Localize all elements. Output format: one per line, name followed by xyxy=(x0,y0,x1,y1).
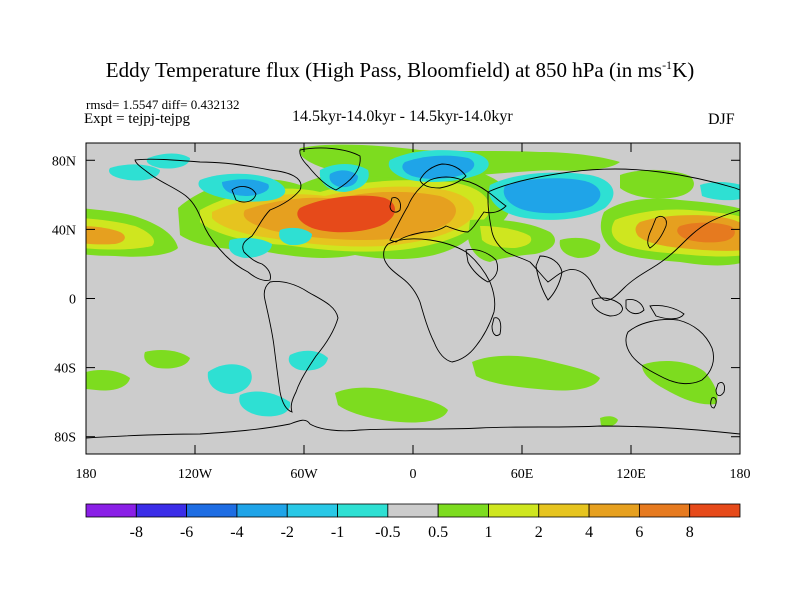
colorbar-box xyxy=(337,503,389,518)
period-label: 14.5kyr-14.0kyr - 14.5kyr-14.0kyr xyxy=(292,108,513,125)
anomaly-blue-greenland xyxy=(329,170,358,188)
coast-india xyxy=(535,255,563,301)
coast-greenland xyxy=(299,147,361,191)
coast-madagascar xyxy=(491,317,502,337)
colorbar-label: -1 xyxy=(331,524,344,541)
colorbar: -8 -6 -4 -2 -1 -0.5 0.5 1 2 4 6 8 xyxy=(85,503,741,541)
anomaly-cyan-eastpacific xyxy=(109,164,160,181)
colorbar-label: 0.5 xyxy=(428,524,448,541)
anomaly-green-s-indian xyxy=(472,355,600,391)
anomaly-cyan-s-pacific xyxy=(207,364,252,394)
anomaly-cyan-beaufort xyxy=(146,153,190,169)
colorbar-label: 2 xyxy=(535,524,543,541)
anomaly-cyan-s-atlantic xyxy=(288,350,328,371)
coast-north-america xyxy=(134,158,302,281)
lon-tick-label: 120W xyxy=(178,467,213,482)
colorbar-box xyxy=(236,503,288,518)
coast-europe xyxy=(389,176,507,243)
coast-new-zealand xyxy=(710,381,725,409)
coast-asia xyxy=(487,168,740,301)
plot-title: Eddy Temperature flux (High Pass, Bloomf… xyxy=(0,58,800,83)
coast-hudson-bay xyxy=(231,186,257,203)
colorbar-box xyxy=(638,503,691,518)
colorbar-box xyxy=(437,503,489,518)
map-field xyxy=(86,143,740,454)
lat-tick-label: 80S xyxy=(54,431,76,446)
title-end: K) xyxy=(672,58,695,82)
lon-tick-label: 180 xyxy=(76,467,97,482)
lat-tick-label: 80N xyxy=(52,154,76,169)
season-label: DJF xyxy=(708,111,735,128)
coast-africa xyxy=(383,238,496,363)
colorbar-box xyxy=(689,503,741,518)
colorbar-label: -4 xyxy=(230,524,243,541)
colorbar-box xyxy=(85,503,137,518)
lat-tick-label: 0 xyxy=(69,293,76,308)
anomaly-cyan-s-america xyxy=(239,391,291,417)
anomaly-green-s-atlantic xyxy=(335,387,448,423)
anomaly-blue-arctic xyxy=(402,155,475,179)
coastlines xyxy=(86,147,740,439)
colorbar-label: -0.5 xyxy=(375,524,400,541)
colorbar-label: -2 xyxy=(281,524,294,541)
lat-tick-label: 40S xyxy=(54,362,76,377)
coast-se-asia-islands xyxy=(591,297,685,320)
colorbar-label: 1 xyxy=(484,524,492,541)
colorbar-box xyxy=(186,503,238,518)
anomaly-blue-siberia xyxy=(503,178,601,214)
colorbar-label: 4 xyxy=(585,524,593,541)
anomaly-green-scentral-pacific xyxy=(144,350,190,369)
lon-tick-label: 120E xyxy=(616,467,646,482)
colorbar-box xyxy=(387,503,439,518)
coast-japan xyxy=(647,215,667,249)
anomaly-green-s-australia xyxy=(642,360,718,405)
colorbar-label: 6 xyxy=(635,524,643,541)
colorbar-box xyxy=(135,503,188,518)
anomaly-orange-westpacific-edge xyxy=(86,226,125,245)
anomaly-green-himalaya xyxy=(559,237,601,258)
title-text: Eddy Temperature flux (High Pass, Bloomf… xyxy=(105,58,663,82)
coast-arabia xyxy=(465,249,499,283)
colorbar-label: 8 xyxy=(686,524,694,541)
experiment-label: Expt = tejpj-tejpg xyxy=(84,111,190,127)
anomaly-red-natlantic xyxy=(297,195,396,233)
anomaly-green-seast xyxy=(600,416,618,427)
anomaly-green-siberia xyxy=(620,169,694,199)
colorbar-box xyxy=(488,503,540,518)
anomaly-green-se-pacific xyxy=(86,370,130,391)
anomaly-cyan-tropical-atlantic xyxy=(279,227,312,246)
anomaly-darkorange-npacific xyxy=(677,222,735,243)
colorbar-box xyxy=(286,503,338,518)
lon-tick-label: 60W xyxy=(290,467,318,482)
anomaly-cyan-gulf xyxy=(228,237,272,258)
lon-tick-label: 60E xyxy=(511,467,534,482)
stats-label: rmsd= 1.5547 diff= 0.432132 xyxy=(86,97,240,112)
coast-scandinavia xyxy=(419,163,467,189)
anomaly-blue-northamerica xyxy=(222,179,269,196)
lon-tick-label: 180 xyxy=(730,467,751,482)
colorbar-label: -6 xyxy=(180,524,193,541)
axis-ticks: 80N 40N 0 40S 80S 180 120W 60W 0 60E 120E 180 xyxy=(52,143,751,482)
coast-australia xyxy=(625,319,714,385)
colorbar-label: -8 xyxy=(130,524,143,541)
colorbar-box xyxy=(588,503,640,518)
title-superscript: -1 xyxy=(662,58,673,72)
coast-british-isles xyxy=(389,197,401,213)
lat-tick-label: 40N xyxy=(52,223,76,238)
coast-antarctica xyxy=(86,419,740,439)
anomaly-yellow-mideast xyxy=(480,226,532,248)
lon-tick-label: 0 xyxy=(410,467,417,482)
coast-south-america xyxy=(263,281,339,413)
colorbar-box xyxy=(538,503,590,518)
